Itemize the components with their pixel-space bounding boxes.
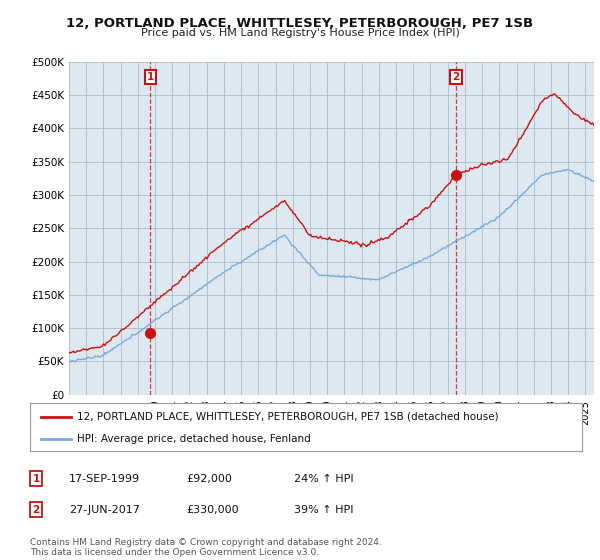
- Text: 2: 2: [452, 72, 460, 82]
- Text: £92,000: £92,000: [186, 474, 232, 484]
- Text: £330,000: £330,000: [186, 505, 239, 515]
- Text: 12, PORTLAND PLACE, WHITTLESEY, PETERBOROUGH, PE7 1SB: 12, PORTLAND PLACE, WHITTLESEY, PETERBOR…: [67, 17, 533, 30]
- Text: 12, PORTLAND PLACE, WHITTLESEY, PETERBOROUGH, PE7 1SB (detached house): 12, PORTLAND PLACE, WHITTLESEY, PETERBOR…: [77, 412, 499, 422]
- Text: 24% ↑ HPI: 24% ↑ HPI: [294, 474, 353, 484]
- Text: HPI: Average price, detached house, Fenland: HPI: Average price, detached house, Fenl…: [77, 434, 311, 444]
- Text: Contains HM Land Registry data © Crown copyright and database right 2024.
This d: Contains HM Land Registry data © Crown c…: [30, 538, 382, 557]
- Text: 27-JUN-2017: 27-JUN-2017: [69, 505, 140, 515]
- Text: 39% ↑ HPI: 39% ↑ HPI: [294, 505, 353, 515]
- Text: 17-SEP-1999: 17-SEP-1999: [69, 474, 140, 484]
- Text: 2: 2: [32, 505, 40, 515]
- Text: 1: 1: [32, 474, 40, 484]
- Text: 1: 1: [146, 72, 154, 82]
- Text: Price paid vs. HM Land Registry's House Price Index (HPI): Price paid vs. HM Land Registry's House …: [140, 28, 460, 38]
